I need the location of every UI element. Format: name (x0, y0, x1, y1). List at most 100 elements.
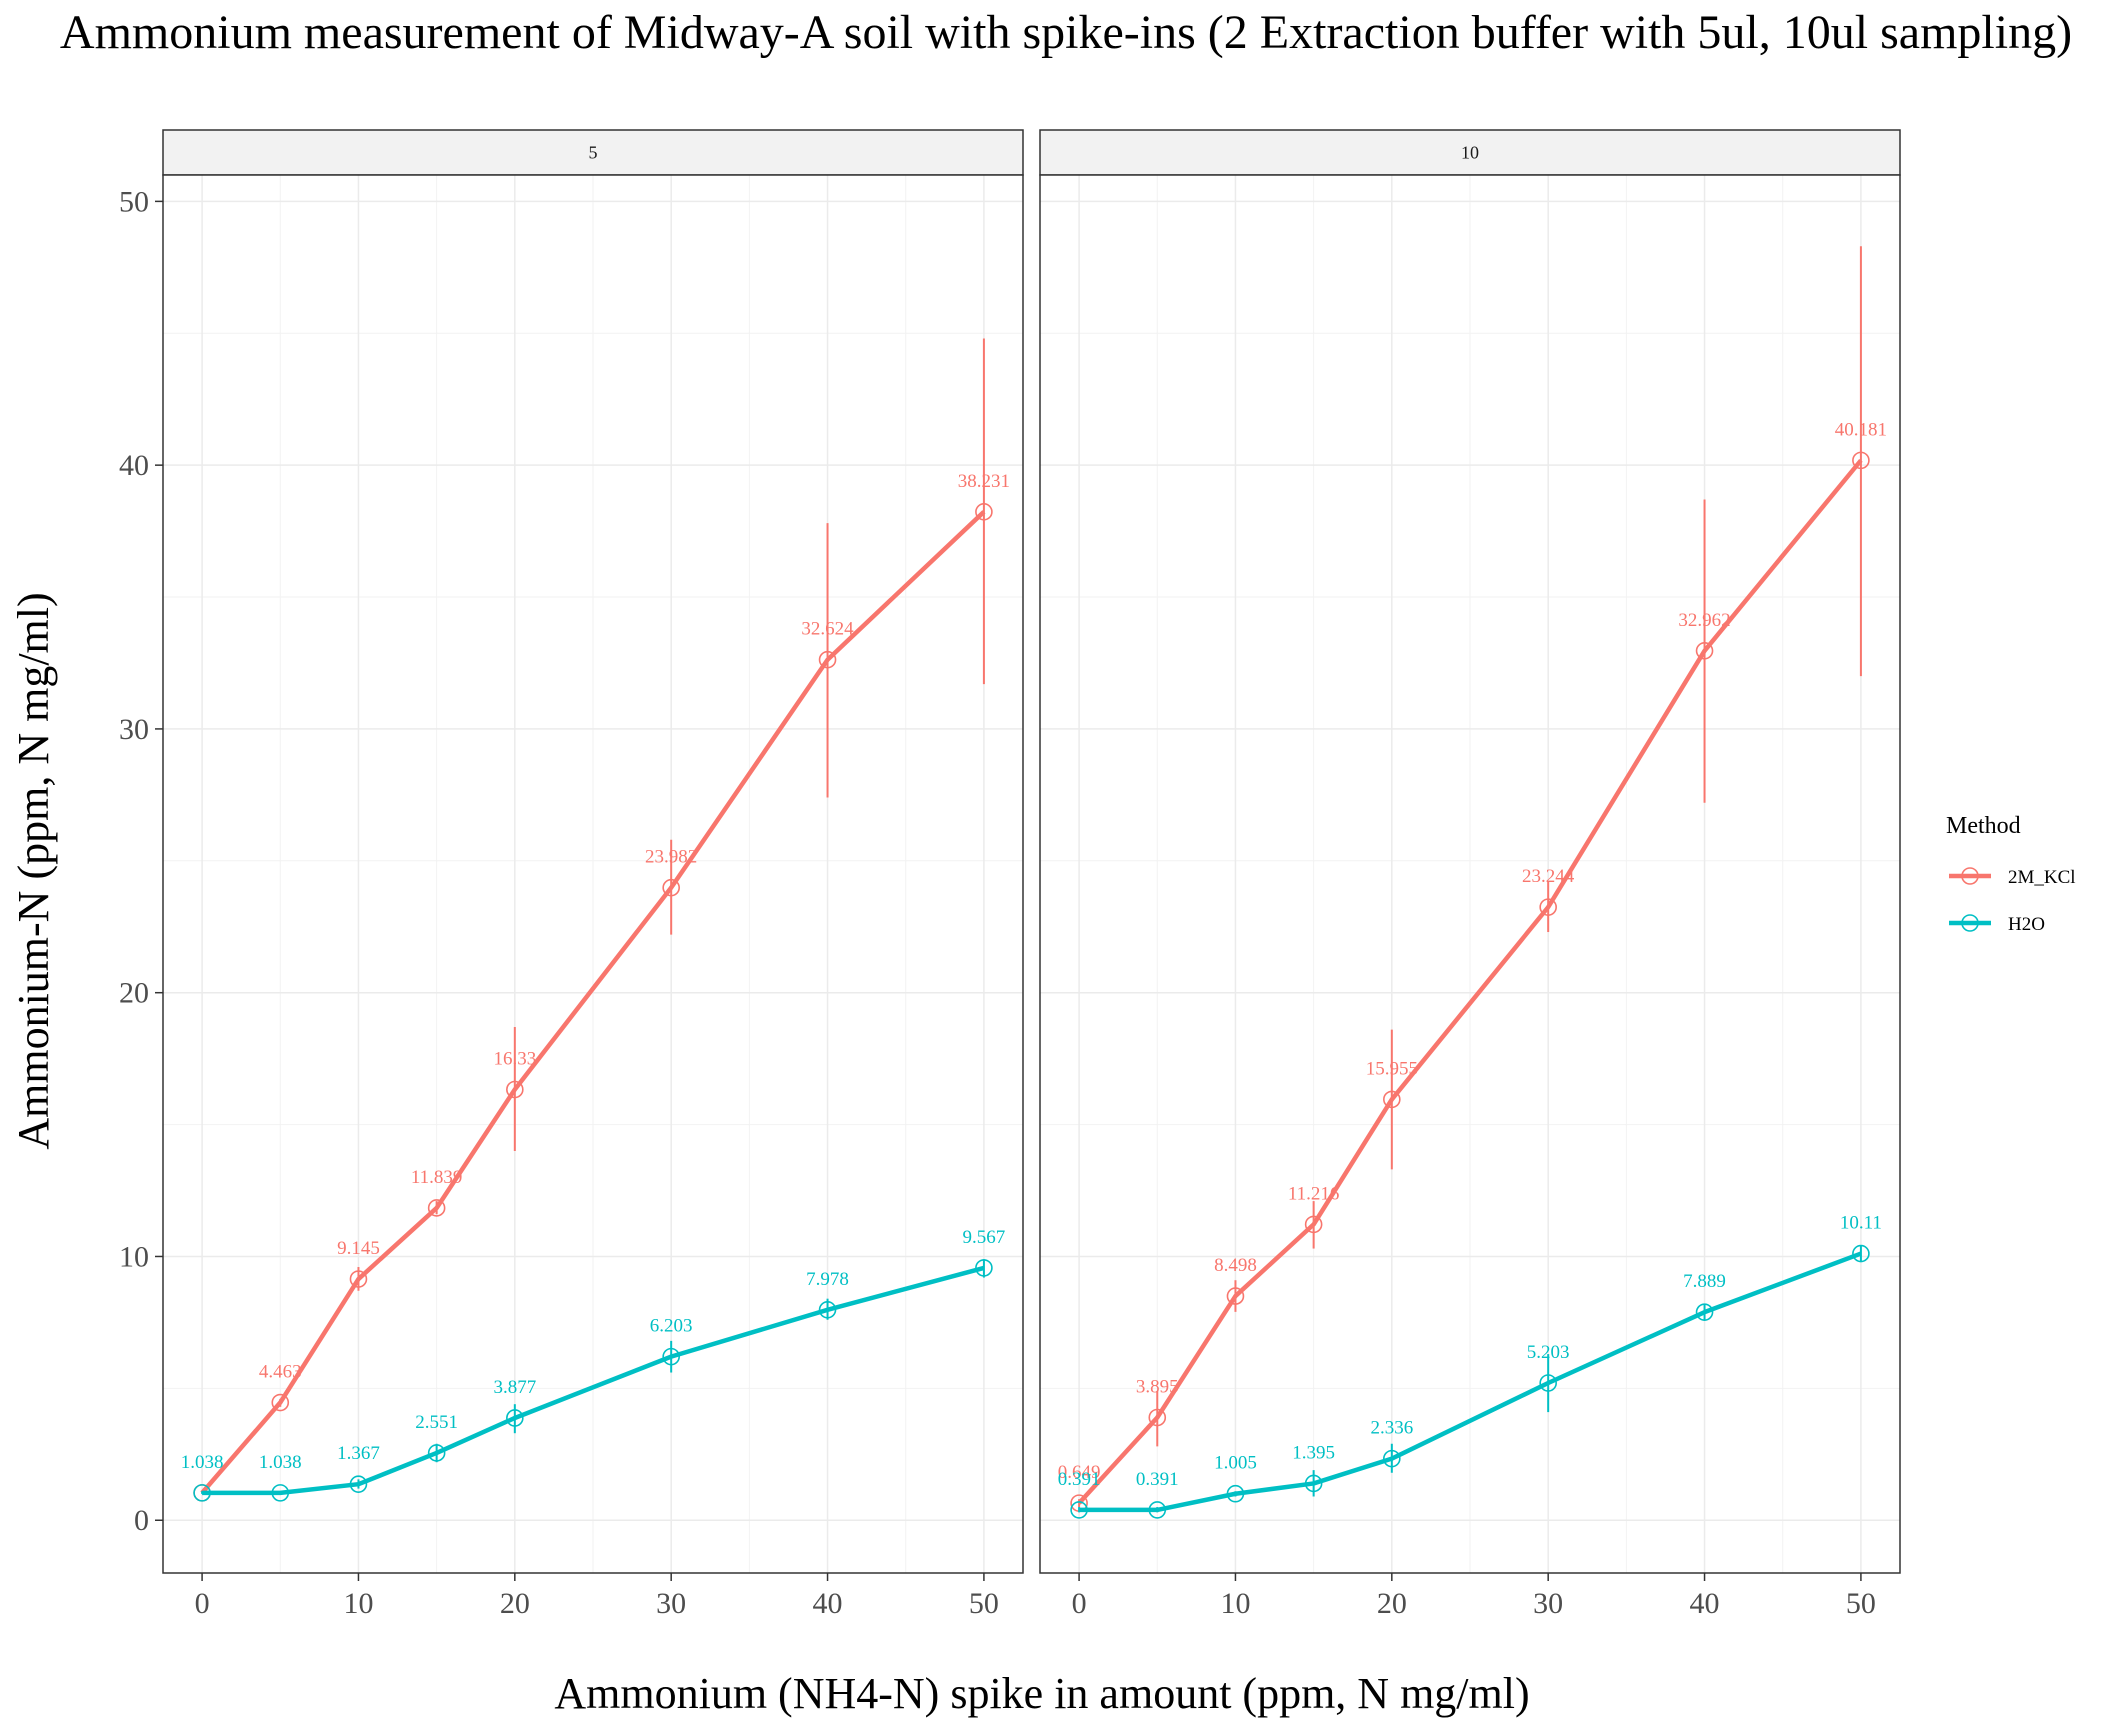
data-point (975, 503, 993, 521)
x-tick-label: 20 (500, 1587, 530, 1620)
data-label: 6.203 (650, 1316, 693, 1337)
data-point (1226, 1484, 1245, 1503)
data-label: 15.955 (1366, 1058, 1418, 1079)
y-tick-label: 40 (119, 449, 149, 482)
x-tick-label: 50 (1846, 1587, 1876, 1620)
x-tick-label: 30 (656, 1587, 686, 1620)
legend-item-H2O: H2O (1949, 914, 2045, 935)
data-label: 8.498 (1214, 1255, 1257, 1276)
data-label: 10.11 (1840, 1213, 1882, 1234)
legend-item-2M_KCl: 2M_KCl (1949, 867, 2076, 888)
data-point (1852, 451, 1870, 470)
x-axis-title: Ammonium (NH4-N) spike in amount (ppm, N… (554, 1669, 1529, 1718)
data-label: 2.551 (415, 1412, 458, 1433)
data-label: 11.216 (1288, 1183, 1340, 1204)
data-label: 11.839 (411, 1167, 463, 1188)
series-H2O: 1.038 1.038 1.367 2.551 3.877 6.203 7.978 9.567 (181, 1227, 1006, 1502)
series-H2O: 0.391 0.391 1.005 1.395 2.336 5.203 7.889 10.11 (1058, 1213, 1882, 1519)
legend-key-point (1961, 914, 1979, 932)
facet-strip-label: 10 (1461, 143, 1479, 163)
data-point (1304, 1215, 1323, 1234)
facet-strip (162, 129, 1024, 176)
data-label: 7.889 (1683, 1271, 1726, 1292)
x-tick-label: 40 (1690, 1587, 1720, 1620)
data-point (427, 1444, 446, 1462)
data-point (1852, 1244, 1870, 1263)
series-line (1077, 458, 1863, 1505)
series-line (202, 1265, 985, 1496)
data-point (818, 1301, 837, 1319)
data-point (1695, 641, 1714, 660)
data-label: 3.877 (493, 1377, 536, 1398)
data-label: 40.181 (1835, 419, 1887, 440)
x-tick-label: 0 (195, 1587, 210, 1620)
data-point (1148, 1501, 1167, 1519)
data-point (349, 1475, 368, 1493)
x-tick-label: 0 (1072, 1587, 1087, 1620)
data-label: 0.391 (1136, 1469, 1179, 1490)
data-point (271, 1393, 290, 1412)
x-tick-label: 20 (1377, 1587, 1407, 1620)
data-label: 4.463 (259, 1362, 302, 1383)
data-label: 1.395 (1292, 1442, 1335, 1463)
data-label: 1.038 (181, 1452, 224, 1473)
data-label: 23.244 (1522, 866, 1575, 887)
data-label: 5.203 (1527, 1342, 1570, 1363)
series-2M_KCl: 0.649 3.895 8.498 11.216 15.955 23.244 32.962 4… (1058, 246, 1887, 1512)
data-label: 3.895 (1136, 1377, 1179, 1398)
data-point (506, 1080, 524, 1099)
x-tick-label: 30 (1533, 1587, 1563, 1620)
y-axis-title: Ammonium-N (ppm, N mg/ml) (9, 592, 58, 1149)
data-point (1304, 1474, 1323, 1493)
data-label: 38.231 (958, 471, 1010, 492)
data-label: 1.038 (259, 1452, 302, 1473)
y-tick-label: 50 (119, 185, 149, 218)
data-point (662, 878, 680, 897)
legend-label: H2O (2008, 914, 2045, 935)
x-tick-label: 10 (343, 1587, 373, 1620)
legend-title: Method (1946, 813, 2021, 839)
data-label: 0.649 (1058, 1462, 1101, 1483)
y-tick-label: 20 (119, 977, 149, 1010)
facet-panel-5: 50 10 20 30 40 50010203040504.4639.14511.8391… (119, 129, 1024, 1620)
data-label: 1.005 (1214, 1453, 1257, 1474)
x-tick-label: 10 (1220, 1587, 1250, 1620)
data-label: 32.962 (1678, 610, 1730, 631)
x-tick-label: 40 (813, 1587, 843, 1620)
data-point (1148, 1408, 1167, 1427)
panel-border (162, 174, 1024, 1574)
data-point (1070, 1501, 1088, 1519)
data-label: 23.982 (645, 847, 697, 868)
y-tick-label: 10 (119, 1240, 149, 1273)
data-label: 16.33 (493, 1049, 536, 1070)
series-line (200, 510, 986, 1495)
data-point (271, 1484, 290, 1502)
data-label: 1.367 (337, 1443, 380, 1464)
facet-panels: 50 10 20 30 40 50010203040504.4639.14511.8391… (119, 129, 1901, 1620)
data-label: 0.391 (1058, 1469, 1101, 1490)
data-point (1383, 1090, 1401, 1109)
data-point (1539, 898, 1557, 916)
data-point (349, 1270, 368, 1288)
data-point (193, 1484, 211, 1502)
legend-label: 2M_KCl (2008, 867, 2076, 888)
facet-panel-10: 10 0 10 20 30 40 50 0.649 3.895 8.498 11.216 15.955… (1039, 129, 1901, 1620)
data-point (506, 1409, 524, 1427)
series-line (1079, 1251, 1862, 1513)
data-label: 9.567 (963, 1227, 1006, 1248)
data-label: 7.978 (806, 1269, 849, 1290)
data-label: 32.624 (801, 619, 854, 640)
data-point (427, 1199, 446, 1217)
data-label: 2.336 (1370, 1418, 1413, 1439)
data-point (975, 1259, 993, 1277)
data-point (1226, 1287, 1245, 1305)
data-point (662, 1347, 680, 1366)
series-2M_KCl: 4.463 9.145 11.839 16.33 23.982 32.624 38.231 (193, 338, 1010, 1502)
chart-title: Ammonium measurement of Midway-A soil wi… (60, 6, 2072, 59)
x-tick-label: 50 (969, 1587, 999, 1620)
data-label: 9.145 (337, 1238, 380, 1259)
panel-border (1039, 174, 1901, 1574)
facet-strip-label: 5 (589, 143, 598, 163)
facet-strip (1039, 129, 1901, 176)
data-point (1539, 1374, 1557, 1392)
